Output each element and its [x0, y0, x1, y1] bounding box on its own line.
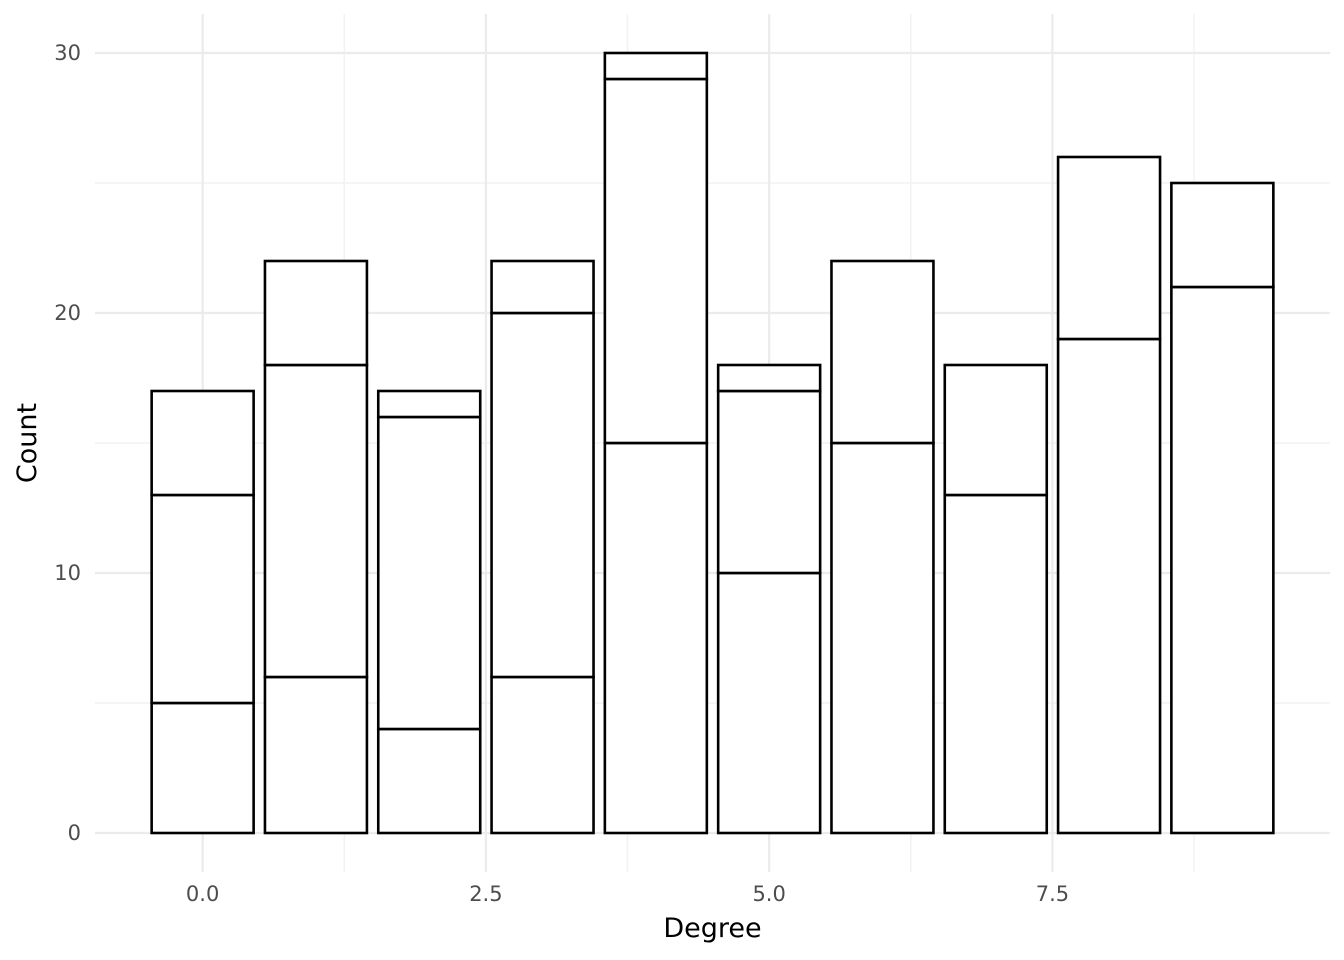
bar-segment — [150, 493, 255, 705]
bar-segment — [1056, 337, 1162, 835]
bar-segment — [1056, 155, 1162, 341]
bar-segment — [603, 51, 709, 81]
bar-stack — [716, 363, 822, 835]
bars — [150, 51, 1275, 835]
y-axis-title: Count — [12, 403, 43, 483]
bar-segment — [830, 259, 935, 445]
bar-segment — [490, 259, 595, 315]
bar-segment — [490, 675, 595, 835]
bar-segment — [150, 389, 255, 497]
y-tick-label: 0 — [68, 821, 81, 845]
bar-stack — [1056, 155, 1162, 835]
bar-stack — [376, 389, 482, 835]
tick-labels: 0.0 2.5 5.0 7.5 0 10 20 30 — [54, 41, 1069, 906]
bar-segment — [943, 363, 1049, 497]
bar-segment — [263, 675, 369, 835]
bar-segment — [376, 727, 482, 835]
y-tick-label: 10 — [54, 561, 81, 585]
bar-stack — [490, 259, 595, 835]
bar-segment — [490, 311, 595, 679]
bar-segment — [1170, 181, 1275, 289]
bar-segment — [716, 363, 822, 393]
bar-segment — [716, 389, 822, 575]
y-tick-label: 30 — [54, 41, 81, 65]
bar-segment — [376, 415, 482, 731]
bar-segment — [1170, 285, 1275, 835]
bar-stack — [1170, 181, 1275, 835]
x-tick-label: 0.0 — [186, 882, 219, 906]
bar-segment — [716, 571, 822, 835]
bar-segment — [263, 363, 369, 679]
bar-stack — [150, 389, 255, 835]
bar-stack — [943, 363, 1049, 835]
x-tick-label: 5.0 — [752, 882, 785, 906]
bar-segment — [603, 441, 709, 835]
x-axis-title: Degree — [663, 913, 761, 944]
bar-stack — [603, 51, 709, 835]
bar-segment — [603, 77, 709, 445]
bar-segment — [263, 259, 369, 367]
bar-stack — [830, 259, 935, 835]
y-tick-label: 20 — [54, 301, 81, 325]
x-tick-label: 2.5 — [469, 882, 502, 906]
bar-segment — [830, 441, 935, 835]
bar-segment — [943, 493, 1049, 835]
bar-segment — [150, 701, 255, 835]
x-tick-label: 7.5 — [1036, 882, 1069, 906]
bar-stack — [263, 259, 369, 835]
bar-segment — [376, 389, 482, 419]
